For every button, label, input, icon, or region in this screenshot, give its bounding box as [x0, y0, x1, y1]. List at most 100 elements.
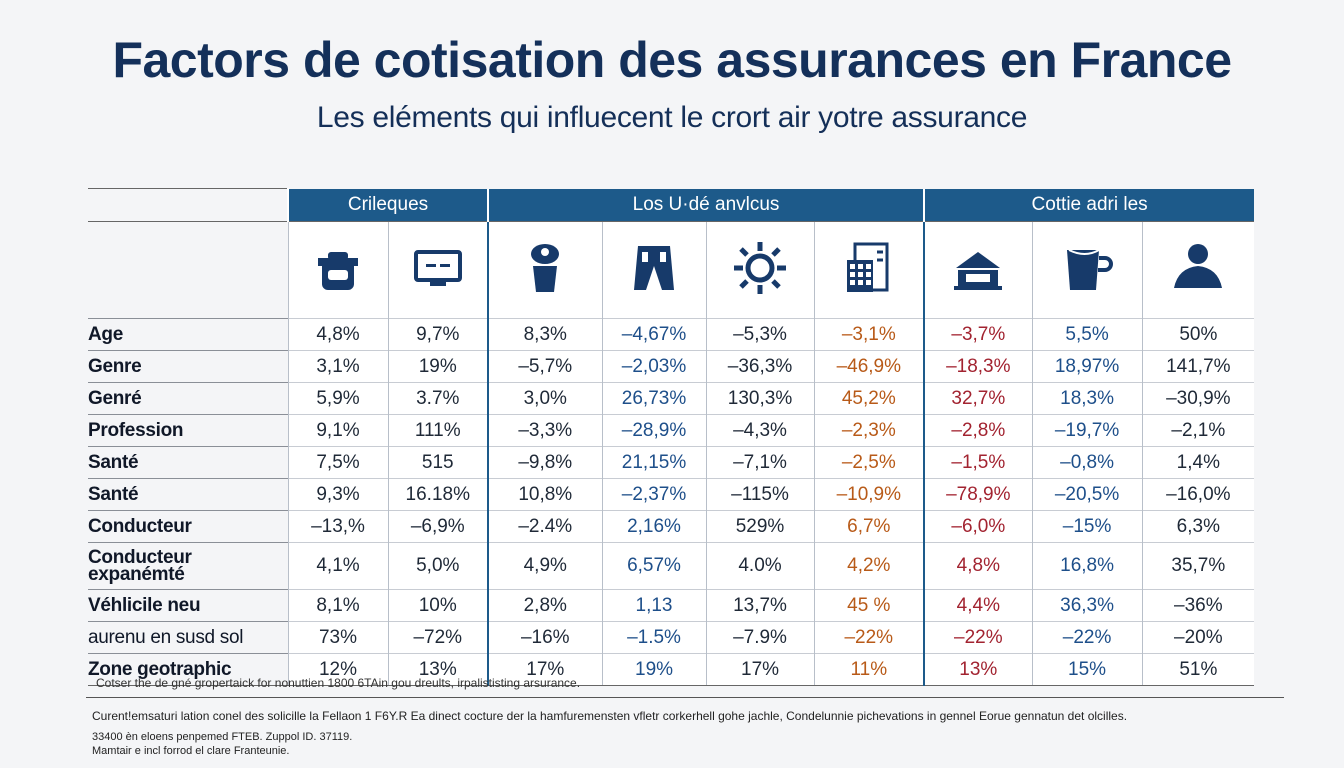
table-cell: –22% — [923, 621, 1033, 654]
table-cell: 35,7% — [1141, 542, 1255, 590]
table-cell: 3.7% — [387, 382, 489, 415]
table-cell: –9,8% — [487, 446, 603, 479]
table-cell: –13,% — [287, 510, 388, 543]
table-cell: 36,3% — [1031, 589, 1143, 622]
table-cell: –1,5% — [923, 446, 1033, 479]
group-header: Crileques — [286, 188, 489, 222]
table-cell: 16.18% — [387, 478, 489, 511]
table-cell: 4,9% — [487, 542, 603, 590]
table-cell: 4,1% — [287, 542, 388, 590]
table-cell: 50% — [1141, 318, 1255, 351]
house-icon — [923, 221, 1033, 319]
table-cell: –2,37% — [601, 478, 707, 511]
icon-row-label — [88, 221, 288, 319]
table-cell: 15% — [1031, 653, 1143, 686]
table-cell: –15% — [1031, 510, 1143, 543]
row-label: aurenu en susd sol — [88, 621, 288, 654]
row-label: Genré — [88, 382, 288, 415]
factors-table: Crileques Los U·dé anvlcus Cottie adri l… — [88, 188, 1255, 686]
group-header: Cottie adri les — [923, 188, 1255, 222]
divider — [86, 697, 1284, 698]
table-cell: –20,5% — [1031, 478, 1143, 511]
table-cell: –4,67% — [601, 318, 707, 351]
table-row: Santé 7,5% 515 –9,8% 21,15% –7,1% –2,5% –1,5% –0… — [88, 446, 1255, 479]
table-cell: –7.9% — [705, 621, 815, 654]
table-cell: 11% — [813, 653, 925, 686]
table-cell: 19% — [601, 653, 707, 686]
table-cell: 529% — [705, 510, 815, 543]
group-header: Los U·dé anvlcus — [487, 188, 925, 222]
row-label: Conducteur expanémté — [88, 542, 288, 590]
table-cell: 45,2% — [813, 382, 925, 415]
table-cell: 51% — [1141, 653, 1255, 686]
table-cell: –22% — [1031, 621, 1143, 654]
table-cell: 13,7% — [705, 589, 815, 622]
table-cell: 2,16% — [601, 510, 707, 543]
table-cell: –18,3% — [923, 350, 1033, 383]
table-cell: 10,8% — [487, 478, 603, 511]
table-cell: 3,1% — [287, 350, 388, 383]
table-cell: 13% — [387, 653, 489, 686]
table-cell: 4,8% — [923, 542, 1033, 590]
table-cell: 13% — [923, 653, 1033, 686]
row-label: Age — [88, 318, 288, 351]
table-cell: 1,4% — [1141, 446, 1255, 479]
header-blank — [88, 188, 288, 222]
table-cell: 111% — [387, 414, 489, 447]
table-cell: –1.5% — [601, 621, 707, 654]
table-row: Zone geotraphic 12% 13% 17% 19% 17% 11% 13% 15% 5… — [88, 653, 1255, 686]
table-cell: 6,7% — [813, 510, 925, 543]
table-cell: 17% — [487, 653, 603, 686]
user-icon — [1141, 221, 1255, 319]
table-cell: –6,9% — [387, 510, 489, 543]
page-title: Factors de cotisation des assurances en … — [112, 32, 1232, 88]
table-row: Conducteur –13,% –6,9% –2.4% 2,16% 529% 6,7% –6… — [88, 510, 1255, 543]
table-cell: 4,4% — [923, 589, 1033, 622]
table-row: Conducteur expanémté 4,1% 5,0% 4,9% 6,57% 4.0… — [88, 542, 1255, 590]
table-cell: 5,9% — [287, 382, 388, 415]
table-cell: 7,5% — [287, 446, 388, 479]
table-cell: –10,9% — [813, 478, 925, 511]
table-cell: 18,3% — [1031, 382, 1143, 415]
table-cell: –36,3% — [705, 350, 815, 383]
table-cell: –5,7% — [487, 350, 603, 383]
table-cell: 8,3% — [487, 318, 603, 351]
table-cell: 17% — [705, 653, 815, 686]
row-label: Profession — [88, 414, 288, 447]
table-cell: 73% — [287, 621, 388, 654]
page-subtitle: Les eléments qui influecent le crort air… — [316, 101, 1028, 134]
person-icon — [487, 221, 603, 319]
footer-line: Curent!emsaturi lation conel des solicil… — [92, 709, 1128, 723]
table-cell: –3,1% — [813, 318, 925, 351]
table-cell: 5,5% — [1031, 318, 1143, 351]
table-cell: –28,9% — [601, 414, 707, 447]
table-cell: –3,3% — [487, 414, 603, 447]
mug-icon — [1031, 221, 1143, 319]
table-cell: 5,0% — [387, 542, 489, 590]
table-cell: 10% — [387, 589, 489, 622]
calculator-icon — [813, 221, 925, 319]
table-cell: 9,3% — [287, 478, 388, 511]
table-cell: 2,8% — [487, 589, 603, 622]
table-row: Profession 9,1% 111% –3,3% –28,9% –4,3% –2,3% –… — [88, 414, 1255, 447]
table-cell: 18,97% — [1031, 350, 1143, 383]
table-cell: –36% — [1141, 589, 1255, 622]
table-cell: 4,8% — [287, 318, 388, 351]
table-body: Age 4,8% 9,7% 8,3% –4,67% –5,3% –3,1% –3,7% 5,5%… — [88, 318, 1255, 686]
table-cell: –5,3% — [705, 318, 815, 351]
row-label: Conducteur — [88, 510, 288, 543]
footer-line: 33400 èn eloens penpemed FTEB. Zuppol ID… — [92, 731, 353, 743]
table-cell: –2,1% — [1141, 414, 1255, 447]
table-cell: –22% — [813, 621, 925, 654]
table-cell: –2.4% — [487, 510, 603, 543]
table-cell: –3,7% — [923, 318, 1033, 351]
table-cell: 45 % — [813, 589, 925, 622]
table-row: aurenu en susd sol 73% –72% –16% –1.5% –7.9% –… — [88, 621, 1255, 654]
table-row: Santé 9,3% 16.18% 10,8% –2,37% –115% –10,9% –78… — [88, 478, 1255, 511]
jeans-icon — [601, 221, 707, 319]
table-note: Cotser the de gné gropertaick for nonutt… — [96, 676, 581, 690]
table-cell: 6,3% — [1141, 510, 1255, 543]
table-cell: 9,1% — [287, 414, 388, 447]
sun-icon — [705, 221, 815, 319]
row-label: Genre — [88, 350, 288, 383]
